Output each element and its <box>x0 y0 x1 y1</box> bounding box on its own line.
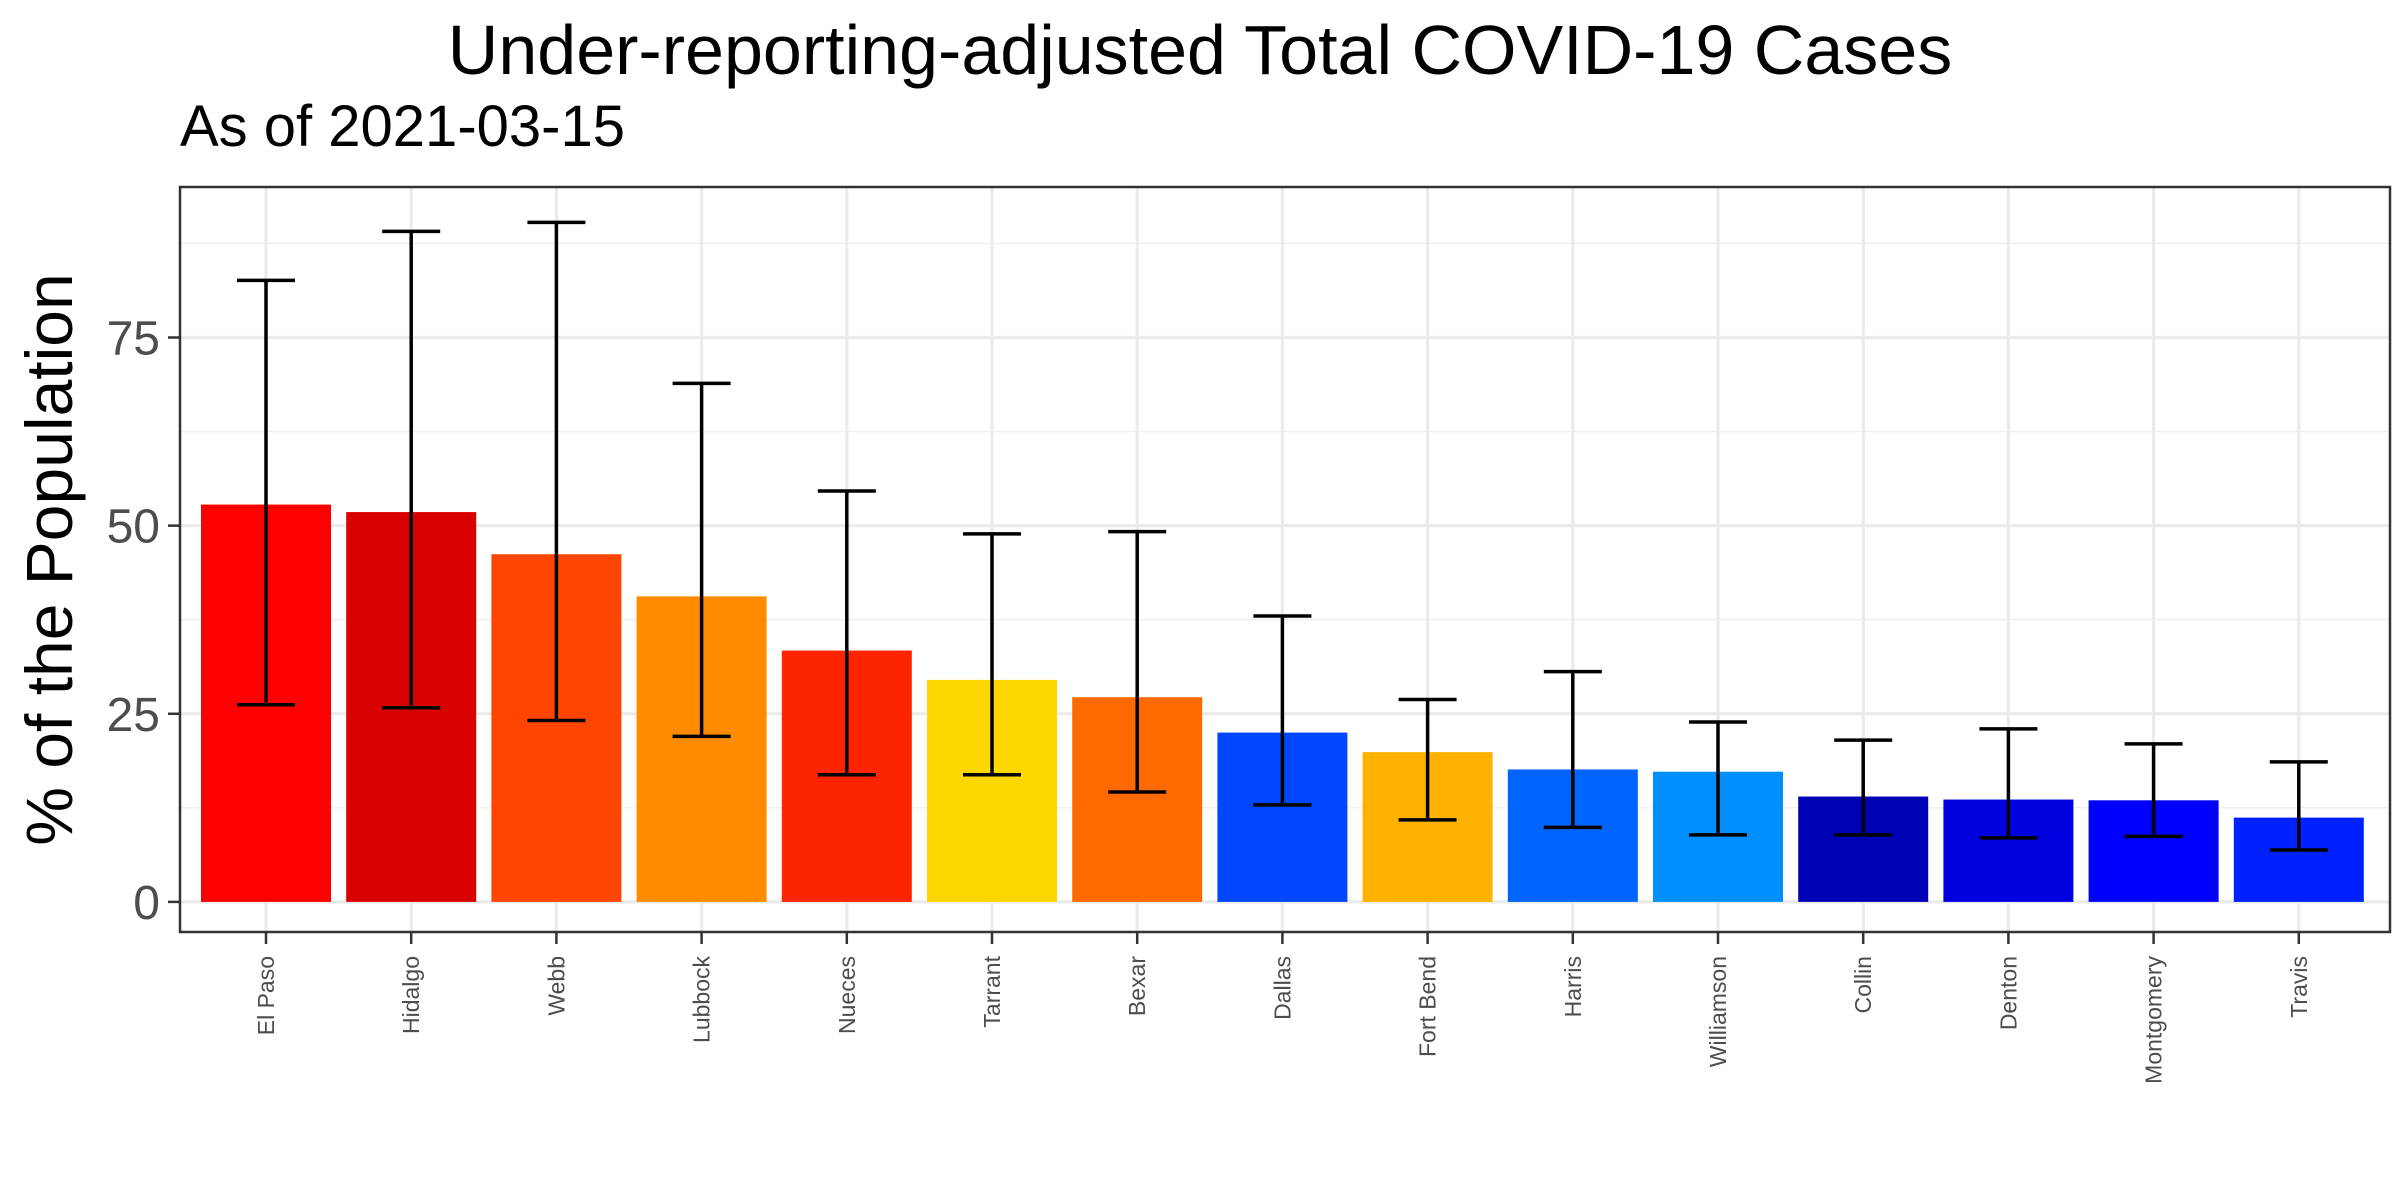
x-tick-label: Tarrant <box>979 955 1005 1027</box>
x-tick-label: Harris <box>1560 956 1586 1017</box>
x-tick-label: Webb <box>543 956 569 1016</box>
error-bar-travis <box>2269 760 2328 852</box>
error-bar-bexar <box>1108 529 1167 794</box>
error-bar-fort-bend <box>1398 697 1457 822</box>
y-tick-label: 50 <box>107 501 160 554</box>
y-axis-title: % of the Population <box>12 273 86 845</box>
y-tick-label: 75 <box>107 313 160 366</box>
x-tick-label: Denton <box>1995 956 2021 1030</box>
y-axis: 0 25 50 75 <box>107 313 180 930</box>
y-tick-label: 0 <box>133 877 160 930</box>
x-tick-label: Fort Bend <box>1415 956 1441 1057</box>
error-bar-nueces <box>817 489 876 777</box>
x-tick-label: Bexar <box>1124 956 1150 1016</box>
error-bar-montgomery <box>2124 742 2183 839</box>
error-bar-webb <box>527 220 586 723</box>
error-bar-williamson <box>1689 720 1747 837</box>
x-tick-label: El Paso <box>253 956 279 1035</box>
x-tick-label: Dallas <box>1269 956 1295 1020</box>
x-tick-label: Travis <box>2286 956 2312 1018</box>
x-axis: El Paso Hidalgo Webb Lubbock Nueces Tarrant Be… <box>253 932 2312 1084</box>
error-bar-denton <box>1979 727 2038 840</box>
chart-subtitle: As of 2021-03-15 <box>180 94 625 159</box>
error-bar-collin <box>1834 738 1893 837</box>
error-bar-tarrant <box>963 532 1021 777</box>
x-tick-label: Collin <box>1850 956 1876 1014</box>
x-tick-label: Williamson <box>1705 956 1731 1067</box>
x-tick-label: Nueces <box>834 956 860 1034</box>
error-bar-lubbock <box>672 381 731 739</box>
x-tick-label: Hidalgo <box>398 956 424 1034</box>
error-bar-el-paso <box>237 278 295 707</box>
y-tick-label: 25 <box>107 689 160 742</box>
error-bars <box>237 220 2328 852</box>
x-tick-label: Montgomery <box>2141 956 2167 1084</box>
chart-title: Under-reporting-adjusted Total COVID-19 … <box>447 11 1953 89</box>
error-bar-dallas <box>1253 614 1312 807</box>
x-tick-label: Lubbock <box>689 956 715 1043</box>
error-bar-hidalgo <box>382 229 441 710</box>
error-bar-harris <box>1543 669 1602 830</box>
plot-panel-border <box>178 185 2392 934</box>
